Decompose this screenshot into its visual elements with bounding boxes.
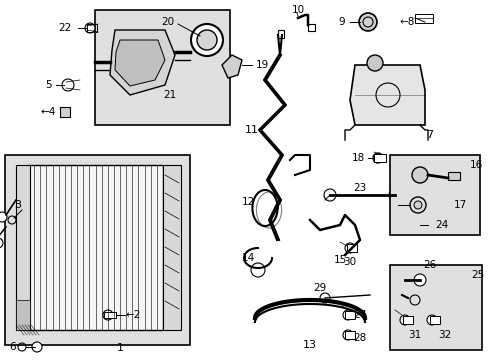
Text: 16: 16 (468, 160, 482, 170)
Bar (414, 14, 432, 23)
Text: 23: 23 (353, 183, 366, 193)
Circle shape (85, 23, 95, 33)
Bar (278, 30, 284, 38)
Text: ←8: ←8 (399, 17, 414, 27)
Text: 22: 22 (58, 23, 71, 33)
Bar (16, 300, 30, 330)
Bar (28, 165, 163, 330)
Text: 14: 14 (241, 253, 254, 263)
Text: 27: 27 (353, 310, 366, 320)
Text: 20: 20 (161, 17, 174, 27)
Text: 32: 32 (437, 330, 451, 340)
Circle shape (0, 212, 7, 222)
Circle shape (250, 263, 264, 277)
Text: 1: 1 (116, 343, 123, 353)
Text: 18: 18 (351, 153, 364, 163)
Text: 24: 24 (434, 220, 447, 230)
Circle shape (191, 24, 223, 56)
Circle shape (399, 315, 409, 325)
Text: 13: 13 (303, 340, 316, 350)
Circle shape (426, 315, 436, 325)
Circle shape (32, 342, 42, 352)
Bar (402, 316, 412, 324)
Bar (346, 244, 356, 252)
Text: 9: 9 (338, 17, 345, 27)
Bar (5, 155, 190, 345)
Circle shape (103, 310, 113, 320)
Text: 19: 19 (255, 60, 268, 70)
Circle shape (342, 330, 352, 340)
Circle shape (403, 217, 419, 233)
Circle shape (366, 55, 382, 71)
Bar (345, 311, 354, 319)
Text: 17: 17 (452, 200, 466, 210)
Text: 12: 12 (241, 197, 254, 207)
Circle shape (388, 189, 400, 201)
Circle shape (345, 243, 354, 253)
Bar (104, 312, 116, 318)
Text: ←4: ←4 (40, 107, 56, 117)
Bar (95, 10, 229, 125)
Text: 25: 25 (470, 270, 484, 280)
Text: 7: 7 (426, 130, 433, 140)
Circle shape (342, 310, 352, 320)
Bar (389, 155, 479, 235)
Polygon shape (222, 55, 242, 78)
Bar (345, 331, 354, 339)
Circle shape (0, 238, 3, 248)
Text: 30: 30 (343, 257, 356, 267)
Bar (16, 165, 30, 330)
Polygon shape (349, 65, 424, 125)
Bar (307, 24, 314, 31)
Circle shape (411, 167, 427, 183)
Text: 15: 15 (333, 255, 346, 265)
Circle shape (319, 293, 329, 303)
Text: 26: 26 (423, 260, 436, 270)
Text: 29: 29 (313, 283, 326, 293)
Text: 3: 3 (15, 200, 21, 210)
Circle shape (372, 153, 382, 163)
Bar (373, 154, 385, 162)
Circle shape (413, 201, 421, 209)
Polygon shape (115, 40, 164, 86)
Bar (447, 172, 459, 180)
Circle shape (197, 30, 217, 50)
Bar (389, 265, 481, 350)
Text: 10: 10 (291, 5, 304, 15)
Bar (60, 107, 70, 117)
Text: 31: 31 (407, 330, 421, 340)
Bar (87, 24, 97, 32)
Text: ←2: ←2 (125, 310, 141, 320)
Text: 21: 21 (163, 90, 176, 100)
Bar (429, 316, 439, 324)
Circle shape (413, 274, 425, 286)
Text: 6: 6 (10, 342, 16, 352)
Polygon shape (110, 30, 175, 95)
Circle shape (62, 79, 74, 91)
Bar (163, 165, 181, 330)
Circle shape (358, 13, 376, 31)
Text: 28: 28 (353, 333, 366, 343)
Circle shape (324, 189, 335, 201)
Text: 11: 11 (244, 125, 259, 135)
Text: 5: 5 (44, 80, 51, 90)
